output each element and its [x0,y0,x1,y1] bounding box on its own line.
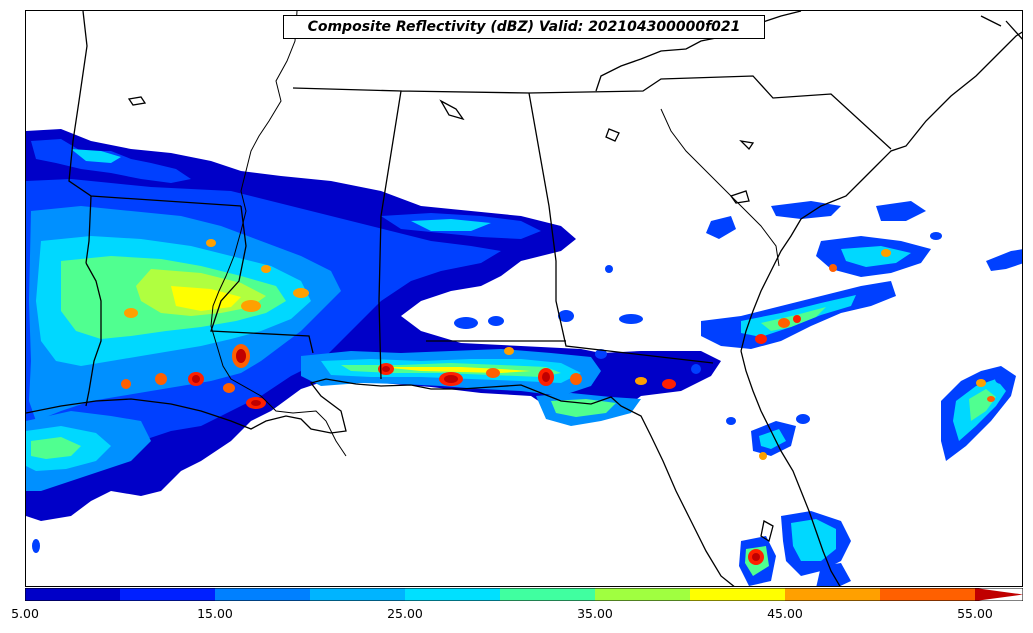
colorbar-tick-label: 55.00 [957,606,993,621]
colorbar-triangle-icon [975,588,1023,601]
colorbar-tick-label: 35.00 [577,606,613,621]
colorbar-segment [215,588,311,601]
reflectivity-map [26,11,1022,586]
precip-region-west [26,129,721,521]
colorbar-segment [690,588,786,601]
precip-intense-cores [121,239,995,565]
reflectivity-layer [26,129,1022,586]
colorbar-segment [595,588,691,601]
state-boundary-lines [68,11,1022,380]
mississippi-river [210,11,347,457]
colorbar-tick-label: 45.00 [767,606,803,621]
colorbar-segment [500,588,596,601]
colorbar-tick-label: 25.00 [387,606,423,621]
louisiana-west-border [85,262,102,407]
colorbar-segment [405,588,501,601]
savannah-river [660,108,780,267]
atlantic-coastline [740,31,1022,352]
precip-scattered-cells [32,232,1007,553]
colorbar-segment [880,588,976,601]
colorbar-segment [785,588,881,601]
colorbar [25,588,1023,601]
colorbar-segments [25,588,976,601]
map-title: Composite Reflectivity (dBZ) Valid: 2021… [283,15,765,39]
colorbar-tick-label: 5.00 [11,606,39,621]
colorbar-segment [120,588,216,601]
map-panel [25,10,1023,587]
colorbar-tick-label: 15.00 [197,606,233,621]
gulf-coastline [26,378,735,586]
precip-region-north-fringe [31,139,541,239]
precip-region-east [701,201,1022,586]
colorbar-segment [25,588,121,601]
colorbar-segment [310,588,406,601]
florida-east-coast [740,350,841,586]
